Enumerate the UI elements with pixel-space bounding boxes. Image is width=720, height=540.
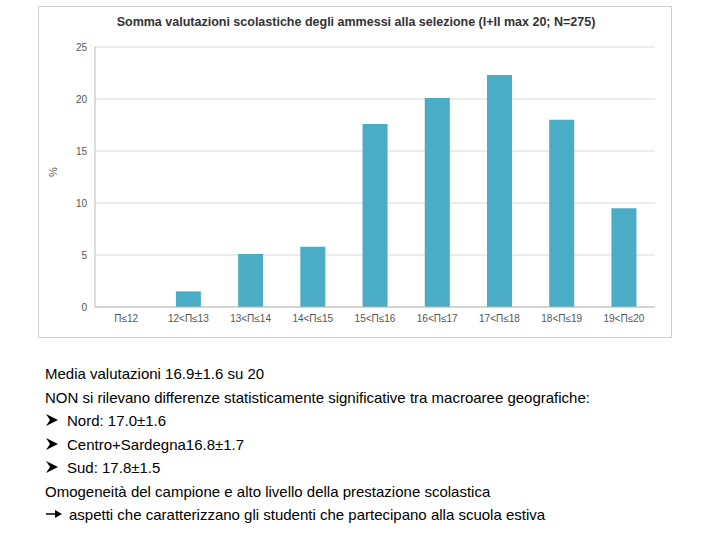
svg-text:20: 20 [76,94,88,105]
svg-text:19<Π≤20: 19<Π≤20 [603,313,644,324]
svg-text:%: % [47,167,59,177]
html-text:NON si rilevano differenze sta: NON si rilevano differenze statisticamen… [45,388,590,406]
svg-text:18<Π≤19: 18<Π≤19 [541,313,582,324]
svg-text:15<Π≤16: 15<Π≤16 [355,313,396,324]
svg-text:5: 5 [81,250,87,261]
html-text:Media valutazioni 16.9±1.6 su: Media valutazioni 16.9±1.6 su 20 [45,365,265,382]
svg-text:13<Π≤14: 13<Π≤14 [230,313,271,324]
html-text:Somma valutazioni scolastiche: Somma valutazioni scolastiche degli amme… [116,15,596,29]
svg-text:15: 15 [76,146,88,157]
html-text:Sud: 17.8±1.5: Sud: 17.8±1.5 [67,459,161,476]
svg-text:10: 10 [76,198,88,209]
html-text:Centro+Sardegna16.8±1.7: Centro+Sardegna16.8±1.7 [67,435,245,453]
svg-text:14<Π≤15: 14<Π≤15 [292,313,333,324]
svg-text:Π≤12: Π≤12 [114,313,138,324]
svg-text:25: 25 [76,42,88,53]
svg-text:17<Π≤18: 17<Π≤18 [479,313,520,324]
svg-text:16<Π≤17: 16<Π≤17 [417,313,458,324]
svg-text:12<Π≤13: 12<Π≤13 [168,313,209,324]
html-text:aspetti che caratterizzano gli: aspetti che caratterizzano gli studenti … [69,506,546,523]
html-text:Omogeneità del campione e alto: Omogeneità del campione e alto livello d… [45,482,491,500]
html-text:Nord: 17.0±1.6: Nord: 17.0±1.6 [67,412,167,429]
svg-text:0: 0 [81,302,87,313]
